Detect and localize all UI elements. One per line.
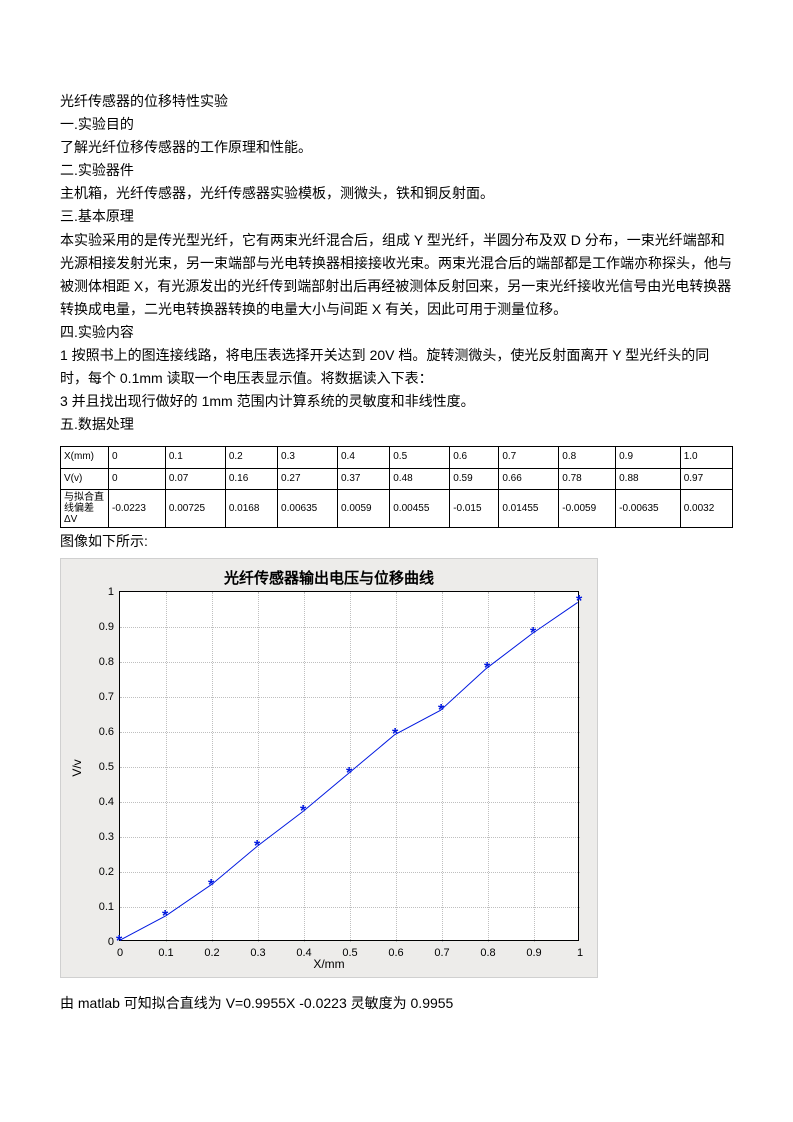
table-cell: X(mm) <box>61 447 109 469</box>
section-2-body: 主机箱，光纤传感器，光纤传感器实验模板，测微头，铁和铜反射面。 <box>60 182 733 205</box>
chart: 光纤传感器输出电压与位移曲线 V/v X/mm 00.10.20.30.40.5… <box>60 558 598 978</box>
table-cell: 0.66 <box>499 468 559 490</box>
x-tick-label: 0.9 <box>526 940 541 962</box>
y-tick-label: 0.7 <box>99 687 120 705</box>
table-cell: 0.01455 <box>499 490 559 528</box>
y-tick-label: 0.4 <box>99 792 120 810</box>
table-cell: 0.7 <box>499 447 559 469</box>
table-cell: 0.9 <box>616 447 681 469</box>
chart-title: 光纤传感器输出电压与位移曲线 <box>61 567 597 592</box>
y-tick-label: 0.8 <box>99 652 120 670</box>
table-cell: -0.0059 <box>559 490 616 528</box>
table-cell: 0.78 <box>559 468 616 490</box>
table-cell: 0.4 <box>338 447 390 469</box>
chart-ylabel: V/v <box>68 759 88 776</box>
table-cell: 0.97 <box>680 468 732 490</box>
table-cell: 0 <box>109 468 166 490</box>
table-cell: 0.5 <box>390 447 450 469</box>
y-tick-label: 1 <box>108 582 120 600</box>
data-marker: * <box>346 770 354 778</box>
data-marker: * <box>116 938 124 946</box>
section-4-line2: 3 并且找出现行做好的 1mm 范围内计算系统的灵敏度和非线性度。 <box>60 390 733 413</box>
section-4-head: 四.实验内容 <box>60 321 733 344</box>
table-cell: 0.88 <box>616 468 681 490</box>
table-cell: 0.0059 <box>338 490 390 528</box>
x-tick-label: 0.7 <box>434 940 449 962</box>
table-row-delta: 与拟合直线偏差ΔV-0.02230.007250.01680.006350.00… <box>61 490 733 528</box>
y-tick-label: 0.3 <box>99 827 120 845</box>
table-cell: 与拟合直线偏差ΔV <box>61 490 109 528</box>
data-marker: * <box>530 630 538 638</box>
data-marker: * <box>300 808 308 816</box>
x-tick-label: 0.4 <box>296 940 311 962</box>
table-cell: -0.0223 <box>109 490 166 528</box>
table-cell: -0.00635 <box>616 490 681 528</box>
x-tick-label: 0.2 <box>204 940 219 962</box>
x-tick-label: 0.6 <box>388 940 403 962</box>
x-tick-label: 0.3 <box>250 940 265 962</box>
section-1-head: 一.实验目的 <box>60 113 733 136</box>
table-cell: -0.015 <box>450 490 499 528</box>
y-tick-label: 0.5 <box>99 757 120 775</box>
section-2-head: 二.实验器件 <box>60 159 733 182</box>
data-marker: * <box>254 843 262 851</box>
table-cell: 0.00455 <box>390 490 450 528</box>
data-table: X(mm)00.10.20.30.40.50.60.70.80.91.0 V(v… <box>60 446 733 528</box>
table-cell: 0.2 <box>225 447 277 469</box>
data-marker: * <box>392 731 400 739</box>
table-cell: 0.00725 <box>165 490 225 528</box>
table-row-header: X(mm)00.10.20.30.40.50.60.70.80.91.0 <box>61 447 733 469</box>
section-3-head: 三.基本原理 <box>60 205 733 228</box>
section-5-head: 五.数据处理 <box>60 413 733 436</box>
table-cell: V(v) <box>61 468 109 490</box>
table-cell: 0.16 <box>225 468 277 490</box>
data-marker: * <box>484 665 492 673</box>
table-cell: 0.27 <box>278 468 338 490</box>
doc-title: 光纤传感器的位移特性实验 <box>60 90 733 113</box>
chart-caption: 图像如下所示: <box>60 530 733 553</box>
x-tick-label: 0.5 <box>342 940 357 962</box>
table-cell: 0.1 <box>165 447 225 469</box>
table-cell: 0.07 <box>165 468 225 490</box>
x-tick-label: 0.8 <box>480 940 495 962</box>
table-cell: 0.0032 <box>680 490 732 528</box>
data-marker: * <box>208 882 216 890</box>
section-1-body: 了解光纤位移传感器的工作原理和性能。 <box>60 136 733 159</box>
y-tick-label: 0.1 <box>99 897 120 915</box>
table-cell: 0.48 <box>390 468 450 490</box>
chart-xlabel: X/mm <box>313 955 344 975</box>
x-tick-label: 1 <box>577 940 583 962</box>
section-3-body: 本实验采用的是传光型光纤，它有两束光纤混合后，组成 Y 型光纤，半圆分布及双 D… <box>60 229 733 321</box>
table-cell: 0.3 <box>278 447 338 469</box>
table-cell: 1.0 <box>680 447 732 469</box>
section-4-line1: 1 按照书上的图连接线路，将电压表选择开关达到 20V 档。旋转测微头，使光反射… <box>60 344 733 390</box>
plot-area: 00.10.20.30.40.50.60.70.80.9100.10.20.30… <box>119 591 579 941</box>
y-tick-label: 0.9 <box>99 617 120 635</box>
table-row-v: V(v)00.070.160.270.370.480.590.660.780.8… <box>61 468 733 490</box>
y-tick-label: 0.6 <box>99 722 120 740</box>
table-cell: 0.00635 <box>278 490 338 528</box>
x-tick-label: 0.1 <box>158 940 173 962</box>
table-cell: 0.37 <box>338 468 390 490</box>
data-marker: * <box>438 707 446 715</box>
data-marker: * <box>162 913 170 921</box>
table-cell: 0.6 <box>450 447 499 469</box>
data-marker: * <box>576 598 584 606</box>
footer-text: 由 matlab 可知拟合直线为 V=0.9955X -0.0223 灵敏度为 … <box>60 992 733 1015</box>
table-cell: 0.8 <box>559 447 616 469</box>
table-cell: 0.59 <box>450 468 499 490</box>
table-cell: 0 <box>109 447 166 469</box>
y-tick-label: 0.2 <box>99 862 120 880</box>
table-cell: 0.0168 <box>225 490 277 528</box>
